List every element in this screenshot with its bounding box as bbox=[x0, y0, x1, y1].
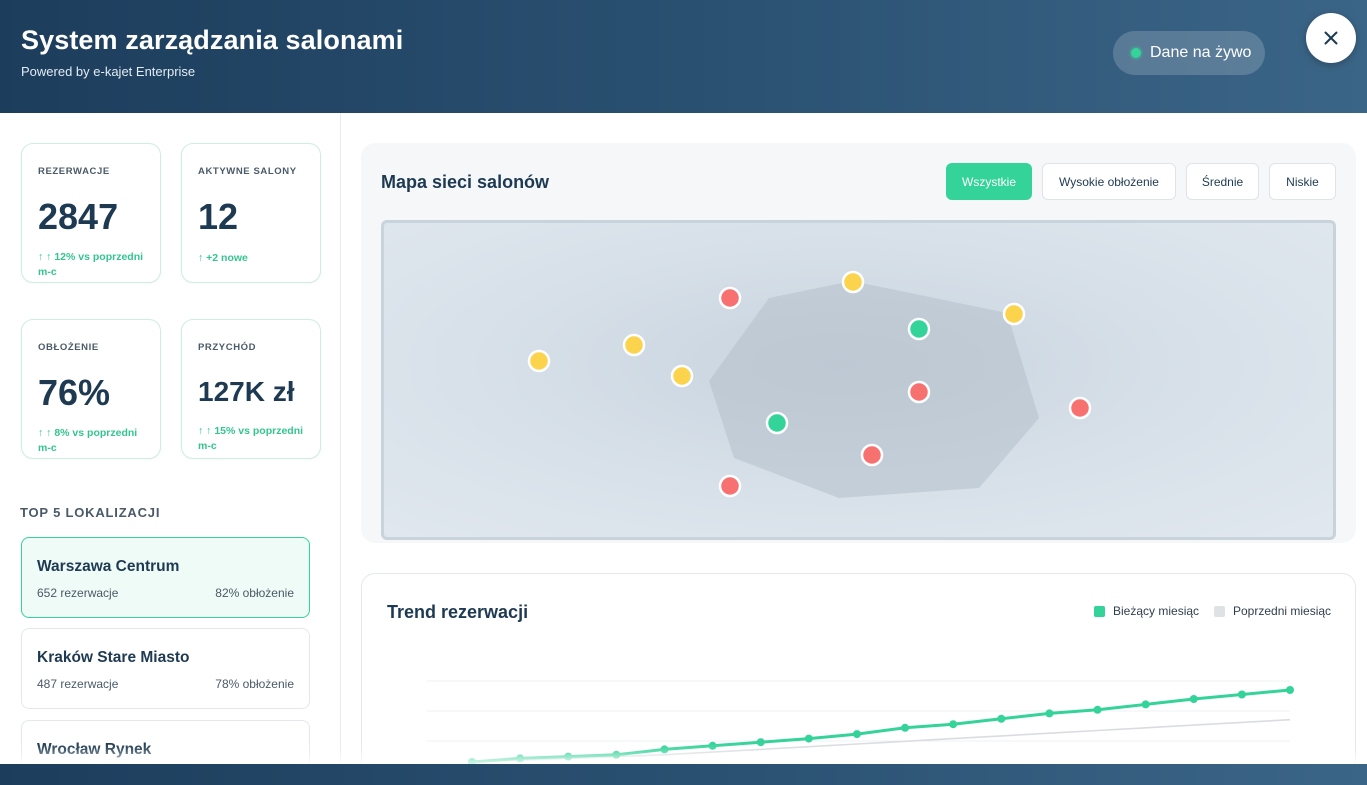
salon-marker-medium[interactable] bbox=[527, 349, 551, 373]
stat-card-reservations: REZERWACJE 2847 ↑ ↑ 12% vs poprzedni m-c bbox=[21, 143, 161, 283]
location-name: Kraków Stare Miasto bbox=[37, 649, 190, 666]
legend-previous: Poprzedni miesiąc bbox=[1214, 604, 1331, 618]
salon-marker-low[interactable] bbox=[860, 443, 884, 467]
stat-value: 2847 bbox=[38, 196, 119, 237]
legend-swatch-previous bbox=[1214, 605, 1225, 617]
salon-marker-low[interactable] bbox=[907, 380, 931, 404]
stat-label: AKTYWNE SALONY bbox=[198, 166, 297, 177]
filter-low-button[interactable]: Niskie bbox=[1269, 163, 1336, 200]
data-point-current bbox=[564, 752, 573, 761]
live-label: Dane na żywo bbox=[1150, 44, 1252, 61]
header: System zarządzania salonami Powered by e… bbox=[0, 0, 1367, 113]
data-point-current bbox=[1237, 690, 1246, 699]
data-point-current bbox=[660, 745, 669, 754]
live-data-indicator: Dane na żywo bbox=[1113, 31, 1265, 75]
salon-marker-low[interactable] bbox=[1068, 396, 1092, 420]
data-point-current bbox=[516, 754, 525, 763]
map-panel: Mapa sieci salonów Wszystkie Wysokie obł… bbox=[361, 143, 1356, 543]
stat-label: REZERWACJE bbox=[38, 166, 110, 177]
location-occupancy: 78% obłożenie bbox=[215, 677, 294, 691]
legend-previous-label: Poprzedni miesiąc bbox=[1233, 604, 1332, 618]
series-line-current bbox=[471, 688, 1291, 764]
data-point-current bbox=[708, 741, 717, 750]
data-point-current bbox=[612, 750, 621, 759]
location-card[interactable]: Warszawa Centrum 652 rezerwacje 82% obło… bbox=[21, 537, 310, 618]
data-point-current bbox=[1093, 705, 1102, 714]
stat-trend: ↑ ↑ 12% vs poprzedni m-c bbox=[38, 251, 144, 278]
filter-all-button[interactable]: Wszystkie bbox=[946, 163, 1032, 200]
top-locations-title: TOP 5 LOKALIZACJI bbox=[20, 505, 161, 520]
data-point-current bbox=[1189, 695, 1198, 703]
salon-marker-low[interactable] bbox=[718, 286, 742, 310]
series-line-previous bbox=[471, 718, 1291, 763]
region-shape bbox=[709, 281, 1039, 498]
location-occupancy: 82% obłożenie bbox=[215, 586, 294, 600]
stat-card-revenue: PRZYCHÓD 127K zł ↑ ↑ 15% vs poprzedni m-… bbox=[181, 319, 321, 459]
data-point-current bbox=[1286, 686, 1294, 694]
sidebar: REZERWACJE 2847 ↑ ↑ 12% vs poprzedni m-c… bbox=[0, 113, 341, 785]
map-canvas bbox=[527, 270, 1092, 498]
map-title: Mapa sieci salonów bbox=[381, 172, 550, 192]
stat-card-active-salons: AKTYWNE SALONY 12 ↑ +2 nowe bbox=[181, 143, 321, 283]
stat-label: OBŁOŻENIE bbox=[38, 342, 99, 353]
location-reservations: 487 rezerwacje bbox=[37, 677, 119, 691]
data-point-current bbox=[756, 738, 765, 747]
trend-panel: Trend rezerwacji Bieżący miesiąc Poprzed… bbox=[361, 573, 1356, 785]
stat-value: 76% bbox=[38, 372, 111, 413]
data-point-current bbox=[901, 723, 910, 732]
page-subtitle: Powered by e-kajet Enterprise bbox=[21, 64, 196, 79]
data-point-current bbox=[949, 720, 958, 729]
filter-high-button[interactable]: Wysokie obłożenie bbox=[1042, 163, 1176, 200]
stat-trend: ↑ ↑ 8% vs poprzedni m-c bbox=[38, 427, 138, 454]
data-point-current bbox=[997, 714, 1006, 723]
salon-marker-high[interactable] bbox=[907, 317, 931, 341]
legend-swatch-current bbox=[1094, 605, 1105, 617]
data-point-current bbox=[852, 730, 861, 739]
salon-marker-medium[interactable] bbox=[622, 333, 646, 357]
live-dot-icon bbox=[1131, 48, 1141, 58]
salon-marker-high[interactable] bbox=[765, 411, 789, 435]
trend-chart bbox=[427, 680, 1294, 766]
trend-title: Trend rezerwacji bbox=[387, 602, 529, 622]
stat-trend: ↑ +2 nowe bbox=[198, 252, 248, 264]
stat-label: PRZYCHÓD bbox=[198, 342, 257, 353]
data-point-current bbox=[1045, 709, 1054, 718]
location-name: Wrocław Rynek bbox=[37, 741, 152, 758]
stat-trend: ↑ ↑ 15% vs poprzedni m-c bbox=[198, 425, 304, 452]
salon-marker-low[interactable] bbox=[718, 474, 742, 498]
bottom-bar bbox=[0, 764, 1367, 785]
salon-marker-medium[interactable] bbox=[670, 364, 694, 388]
data-point-current bbox=[1141, 700, 1150, 709]
stat-value: 127K zł bbox=[198, 376, 295, 407]
close-icon bbox=[1324, 31, 1338, 45]
network-map[interactable] bbox=[381, 220, 1336, 540]
close-button[interactable] bbox=[1306, 13, 1356, 63]
data-point-current bbox=[804, 734, 813, 743]
location-reservations: 652 rezerwacje bbox=[37, 586, 119, 600]
salon-marker-medium[interactable] bbox=[841, 270, 865, 294]
filter-medium-button[interactable]: Średnie bbox=[1186, 163, 1259, 200]
stat-card-occupancy: OBŁOŻENIE 76% ↑ ↑ 8% vs poprzedni m-c bbox=[21, 319, 161, 459]
location-name: Warszawa Centrum bbox=[37, 558, 180, 575]
legend-current-label: Bieżący miesiąc bbox=[1113, 604, 1200, 618]
page-title: System zarządzania salonami bbox=[21, 25, 404, 55]
legend-current: Bieżący miesiąc bbox=[1094, 604, 1199, 618]
stat-value: 12 bbox=[198, 196, 239, 237]
salon-marker-medium[interactable] bbox=[1002, 302, 1026, 326]
location-card[interactable]: Kraków Stare Miasto 487 rezerwacje 78% o… bbox=[21, 628, 310, 709]
